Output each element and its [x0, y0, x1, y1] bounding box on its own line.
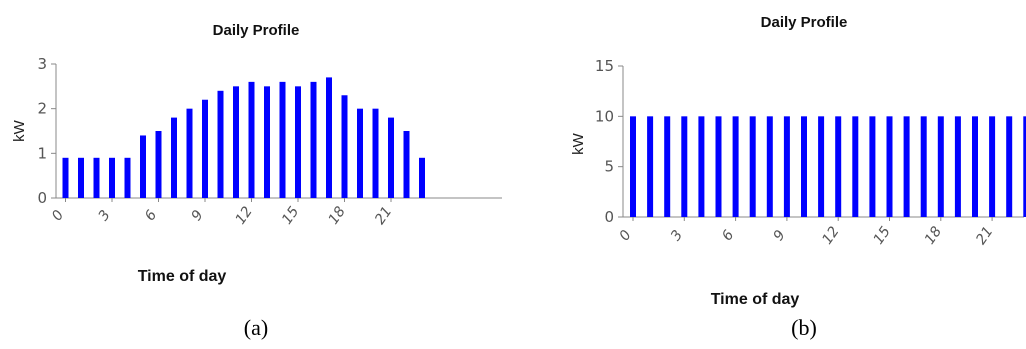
chart-a-bar: [202, 99, 208, 198]
chart-b-bar: [715, 116, 722, 217]
chart-a-bar: [357, 108, 363, 198]
chart-a-xlabel: Time of day: [138, 268, 227, 285]
chart-b-caption: (b): [791, 315, 817, 340]
chart-b-bar: [1006, 116, 1013, 217]
chart-b-xtick-label: 21: [973, 224, 996, 248]
chart-b-bar: [954, 116, 961, 217]
chart-a-bar: [310, 81, 317, 198]
chart-a-xtick-label: 21: [372, 204, 395, 228]
chart-b-bar: [647, 116, 654, 217]
chart-a-ytick-label: 3: [37, 55, 47, 73]
chart-b-bar: [732, 116, 739, 217]
chart-a-bar: [171, 117, 177, 198]
chart-b-bar: [869, 116, 876, 217]
chart-a-bar: [93, 157, 100, 198]
chart-b-bar: [989, 116, 996, 217]
chart-b-xtick-label: 9: [771, 227, 789, 244]
chart-a-xticks: 0 3 6 9 12 15 18 21: [49, 198, 395, 228]
chart-b-bar: [937, 116, 944, 217]
chart-a-bar: [233, 86, 239, 198]
chart-a-xtick-label: 12: [233, 204, 256, 228]
chart-b-bar: [886, 116, 893, 217]
chart-a-ytick-label: 2: [37, 100, 47, 118]
chart-b-bar: [681, 116, 688, 217]
chart-a-bar: [248, 81, 255, 198]
chart-a-yticks: 0 1 2 3: [37, 55, 56, 207]
chart-b-xtick-label: 0: [617, 227, 635, 244]
chart-a-bar: [62, 157, 69, 198]
chart-a-bar: [341, 95, 348, 198]
chart-a-bar: [388, 117, 394, 198]
chart-b-xtick-label: 18: [922, 224, 945, 248]
chart-b-bar: [818, 116, 825, 217]
chart-a-xtick-label: 18: [326, 204, 349, 228]
chart-a-bar: [217, 90, 224, 198]
chart-b-ytick-label: 15: [595, 57, 614, 75]
chart-b-ytick-label: 10: [595, 107, 614, 125]
chart-a-bar: [124, 157, 131, 198]
chart-b-xlabel: Time of day: [711, 291, 800, 308]
chart-b-ylabel: kW: [570, 132, 587, 155]
chart-a-ylabel: kW: [11, 119, 28, 142]
chart-a-xtick-label: 15: [279, 204, 302, 228]
chart-b-yticks: 0 5 10 15: [595, 57, 623, 226]
chart-a-xtick-label: 6: [142, 207, 160, 224]
chart-b-bar: [783, 116, 790, 217]
chart-a-ytick-label: 1: [37, 144, 47, 162]
chart-a-title: Daily Profile: [213, 22, 300, 39]
chart-a-bar: [295, 86, 301, 198]
chart-b-bar: [698, 116, 705, 217]
chart-a-bar: [372, 108, 379, 198]
chart-a-bar: [78, 157, 84, 198]
chart-b-bar: [766, 116, 773, 217]
chart-b-xtick-label: 15: [871, 224, 894, 248]
chart-a-bar: [419, 157, 425, 198]
chart-a-xtick-label: 0: [49, 207, 67, 224]
chart-a-bar: [264, 86, 270, 198]
chart-a-bar: [109, 157, 115, 198]
chart-b-bar: [835, 116, 842, 217]
chart-b-bar: [630, 116, 636, 217]
chart-b-xtick-label: 6: [719, 227, 737, 244]
chart-b-xticks: 0 3 6 9 12 15 18 21: [617, 217, 996, 248]
chart-b-bar: [1023, 116, 1026, 217]
chart-b-bar: [920, 116, 927, 217]
chart-b-bar: [972, 116, 978, 217]
chart-a-xtick-label: 3: [96, 207, 114, 223]
chart-b-bar: [664, 116, 671, 217]
chart-b: Daily Profile kW Time of day 0 5 10 15 0 3 6 9…: [570, 14, 1026, 340]
chart-b-title: Daily Profile: [761, 14, 848, 31]
chart-b-ytick-label: 5: [604, 158, 614, 176]
chart-b-ytick-label: 0: [604, 208, 614, 226]
chart-b-bars: [630, 116, 1026, 217]
chart-a-caption: (a): [244, 315, 268, 340]
chart-b-xtick-label: 3: [668, 227, 686, 243]
chart-a-bar: [279, 81, 286, 198]
chart-a-ytick-label: 0: [37, 189, 47, 207]
chart-a-bar: [403, 131, 410, 198]
chart-a-bars: [62, 77, 425, 198]
chart-a-bar: [155, 131, 162, 198]
chart-a-bar: [186, 108, 193, 198]
chart-a-bar: [140, 135, 146, 198]
chart-a-bar: [326, 77, 332, 198]
chart-b-bar: [801, 116, 807, 217]
chart-b-bar: [852, 116, 859, 217]
chart-b-bar: [749, 116, 756, 217]
chart-b-bar: [903, 116, 910, 217]
chart-a-xtick-label: 9: [189, 207, 207, 224]
chart-b-xtick-label: 12: [819, 224, 842, 248]
